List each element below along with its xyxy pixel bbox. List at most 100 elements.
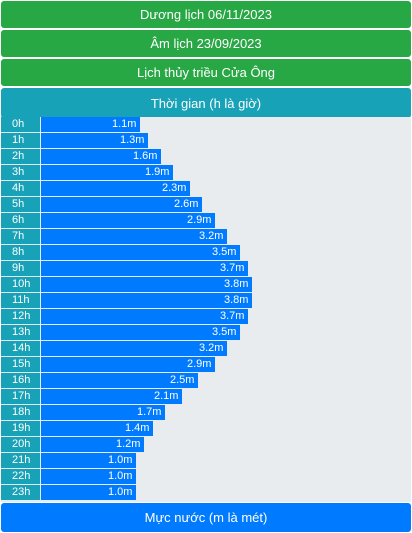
hour-label: 16h [1, 373, 40, 388]
tide-value-label: 3.7m [220, 310, 245, 322]
hour-label: 3h [1, 165, 40, 180]
tide-value-label: 3.2m [199, 230, 224, 242]
hour-label: 13h [1, 325, 40, 340]
hour-label: 17h [1, 389, 40, 404]
hour-label: 0h [1, 117, 40, 132]
hour-label: 11h [1, 293, 40, 308]
solar-date-text: Dương lịch 06/11/2023 [140, 7, 272, 22]
tide-title-header: Lịch thủy triều Cửa Ông [1, 59, 411, 86]
hour-label: 19h [1, 421, 40, 436]
hour-label: 7h [1, 229, 40, 244]
tide-row: 10h 3.8m [1, 277, 411, 292]
tide-row: 13h 3.5m [1, 325, 411, 340]
hour-label: 18h [1, 405, 40, 420]
tide-value-label: 1.4m [125, 422, 150, 434]
tide-value-label: 2.5m [170, 374, 195, 386]
hour-label: 10h [1, 277, 40, 292]
tide-value-label: 2.9m [187, 214, 212, 226]
tide-value-label: 1.3m [120, 134, 145, 146]
tide-bar [41, 309, 248, 324]
time-axis-header: Thời gian (h là giờ) [1, 88, 411, 118]
level-axis-footer: Mực nước (m là mét) [1, 503, 411, 532]
hour-label: 21h [1, 453, 40, 468]
tide-value-label: 1.9m [145, 166, 170, 178]
tide-value-label: 2.6m [174, 198, 199, 210]
tide-row: 1h 1.3m [1, 133, 411, 148]
tide-row: 20h 1.2m [1, 437, 411, 452]
tide-bar [41, 277, 252, 292]
time-axis-text: Thời gian (h là giờ) [150, 95, 262, 111]
hour-label: 6h [1, 213, 40, 228]
tide-bar [41, 389, 182, 404]
tide-value-label: 1.0m [108, 454, 133, 466]
hour-label: 9h [1, 261, 40, 276]
tide-row: 22h 1.0m [1, 469, 411, 484]
hour-label: 12h [1, 309, 40, 324]
solar-date-header: Dương lịch 06/11/2023 [1, 1, 411, 28]
hour-label: 22h [1, 469, 40, 484]
hour-label: 2h [1, 149, 40, 164]
tide-value-label: 3.5m [212, 326, 237, 338]
tide-value-label: 1.0m [108, 470, 133, 482]
hour-label: 8h [1, 245, 40, 260]
tide-bar [41, 213, 215, 228]
tide-value-label: 2.3m [162, 182, 187, 194]
tide-value-label: 1.2m [116, 438, 141, 450]
tide-row: 5h 2.6m [1, 197, 411, 212]
hour-label: 5h [1, 197, 40, 212]
tide-row: 19h 1.4m [1, 421, 411, 436]
tide-row: 4h 2.3m [1, 181, 411, 196]
tide-value-label: 1.0m [108, 486, 133, 498]
tide-bar [41, 325, 240, 340]
tide-bar [41, 437, 144, 452]
tide-value-label: 3.8m [224, 294, 249, 306]
tide-row: 23h 1.0m [1, 485, 411, 500]
tide-row: 16h 2.5m [1, 373, 411, 388]
tide-bar [41, 469, 136, 484]
tide-value-label: 3.8m [224, 278, 249, 290]
tide-row: 15h 2.9m [1, 357, 411, 372]
hour-label: 15h [1, 357, 40, 372]
tide-row: 21h 1.0m [1, 453, 411, 468]
tide-row: 8h 3.5m [1, 245, 411, 260]
hour-label: 23h [1, 485, 40, 500]
hour-label: 14h [1, 341, 40, 356]
tide-row: 2h 1.6m [1, 149, 411, 164]
tide-bar [41, 133, 148, 148]
tide-row: 3h 1.9m [1, 165, 411, 180]
tide-bar [41, 165, 173, 180]
tide-bar [41, 357, 215, 372]
hour-label: 4h [1, 181, 40, 196]
tide-bar [41, 197, 202, 212]
tide-value-label: 1.7m [137, 406, 162, 418]
hour-label: 1h [1, 133, 40, 148]
tide-bar [41, 373, 198, 388]
tide-value-label: 1.6m [133, 150, 158, 162]
tide-title-text: Lịch thủy triều Cửa Ông [136, 65, 276, 80]
tide-bar [41, 117, 140, 132]
tide-row: 18h 1.7m [1, 405, 411, 420]
tide-bar [41, 341, 227, 356]
tide-bar [41, 293, 252, 308]
tide-row: 17h 2.1m [1, 389, 411, 404]
tide-row: 11h 3.8m [1, 293, 411, 308]
tide-bar [41, 181, 190, 196]
tide-bar [41, 405, 165, 420]
tide-bar [41, 453, 136, 468]
tide-row: 14h 3.2m [1, 341, 411, 356]
tide-bar [41, 149, 161, 164]
tide-bar [41, 485, 136, 500]
tide-row: 12h 3.7m [1, 309, 411, 324]
tide-bar [41, 261, 248, 276]
tide-value-label: 2.1m [154, 390, 179, 402]
tide-value-label: 3.2m [199, 342, 224, 354]
level-axis-text: Mực nước (m là mét) [144, 510, 268, 525]
tide-value-label: 2.9m [187, 358, 212, 370]
tide-row: 6h 2.9m [1, 213, 411, 228]
tide-value-label: 1.1m [112, 118, 137, 130]
tide-bar [41, 229, 227, 244]
tide-row: 0h 1.1m [1, 117, 411, 132]
tide-value-label: 3.5m [212, 246, 237, 258]
tide-row: 9h 3.7m [1, 261, 411, 276]
